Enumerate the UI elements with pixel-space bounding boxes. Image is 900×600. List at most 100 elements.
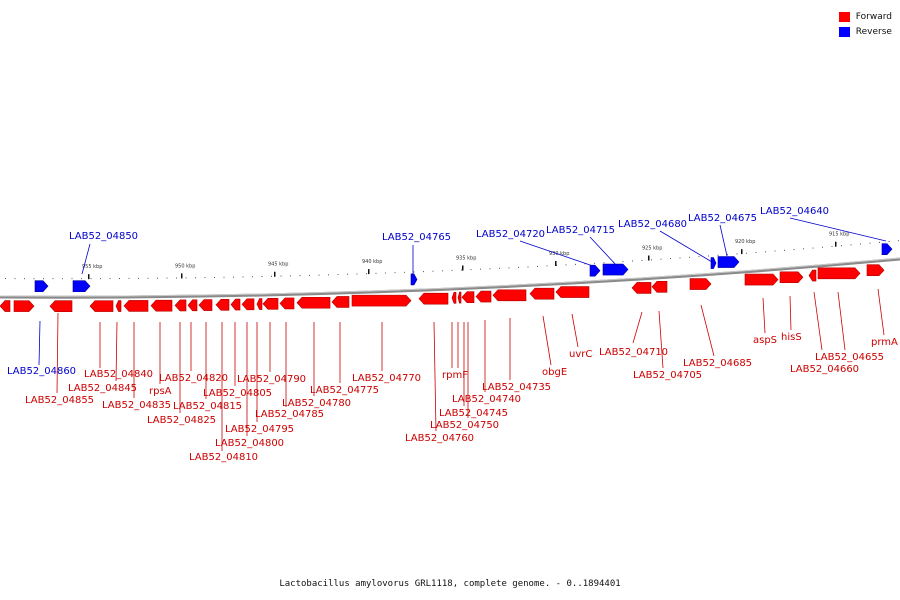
forward-gene-arrow[interactable] bbox=[475, 290, 492, 303]
forward-gene-arrow[interactable] bbox=[89, 300, 114, 312]
reverse-gene-arrow[interactable] bbox=[410, 273, 418, 286]
forward-gene-label[interactable]: aspS bbox=[753, 335, 777, 346]
forward-gene-label[interactable]: obgE bbox=[542, 367, 567, 378]
forward-gene-label[interactable]: LAB52_04780 bbox=[282, 398, 351, 409]
forward-gene-arrow[interactable] bbox=[631, 282, 652, 294]
forward-gene-arrow[interactable] bbox=[115, 300, 122, 312]
forward-gene-label[interactable]: hisS bbox=[781, 332, 802, 343]
reverse-gene-label[interactable]: LAB52_04850 bbox=[69, 231, 138, 242]
scale-dot bbox=[366, 273, 367, 275]
scale-dot bbox=[708, 255, 709, 257]
forward-gene-arrow[interactable] bbox=[744, 273, 779, 286]
forward-gene-label[interactable]: prmA bbox=[871, 337, 898, 348]
forward-gene-arrow[interactable] bbox=[241, 298, 255, 311]
forward-gene-arrow[interactable] bbox=[49, 300, 73, 313]
forward-gene-label[interactable]: LAB52_04840 bbox=[84, 369, 153, 380]
forward-gene-arrow[interactable] bbox=[123, 300, 149, 312]
forward-gene-label[interactable]: LAB52_04805 bbox=[203, 388, 272, 399]
scale-tick bbox=[181, 273, 183, 279]
forward-gene-arrow[interactable] bbox=[457, 291, 462, 304]
forward-gene-arrow[interactable] bbox=[198, 299, 213, 311]
forward-gene-arrow[interactable] bbox=[418, 292, 449, 305]
scale-dot bbox=[24, 278, 25, 280]
reverse-gene-label[interactable]: LAB52_04765 bbox=[382, 232, 451, 243]
forward-gene-arrow[interactable] bbox=[351, 294, 412, 307]
forward-gene-arrow[interactable] bbox=[779, 271, 804, 284]
forward-gene-label[interactable]: LAB52_04760 bbox=[405, 433, 474, 444]
forward-gene-arrow[interactable] bbox=[256, 298, 263, 310]
forward-gene-arrow[interactable] bbox=[689, 278, 712, 290]
forward-gene-arrow[interactable] bbox=[817, 267, 861, 280]
forward-gene-arrow[interactable] bbox=[150, 299, 173, 312]
forward-gene-label[interactable]: LAB52_04815 bbox=[173, 401, 242, 412]
scale-dot bbox=[489, 268, 491, 270]
scale-dot bbox=[271, 275, 272, 277]
forward-gene-arrow[interactable] bbox=[451, 292, 457, 304]
leader-line bbox=[115, 321, 118, 382]
forward-gene-label[interactable]: LAB52_04745 bbox=[439, 408, 508, 419]
forward-gene-label[interactable]: LAB52_04775 bbox=[310, 385, 379, 396]
forward-gene-label[interactable]: LAB52_04835 bbox=[102, 400, 171, 411]
forward-gene-label[interactable]: LAB52_04740 bbox=[452, 394, 521, 405]
reverse-gene-arrow[interactable] bbox=[602, 263, 629, 276]
forward-gene-label[interactable]: LAB52_04655 bbox=[815, 352, 884, 363]
scale-dot bbox=[109, 278, 111, 280]
scale-dot bbox=[328, 274, 329, 276]
scale-dot bbox=[860, 243, 861, 245]
forward-gene-label[interactable]: LAB52_04810 bbox=[189, 452, 258, 463]
forward-gene-label[interactable]: LAB52_04660 bbox=[790, 364, 859, 375]
forward-gene-arrow[interactable] bbox=[651, 280, 668, 293]
forward-gene-arrow[interactable] bbox=[866, 264, 885, 276]
reverse-gene-label[interactable]: LAB52_04640 bbox=[760, 206, 829, 217]
forward-gene-label[interactable]: LAB52_04785 bbox=[255, 409, 324, 420]
forward-gene-arrow[interactable] bbox=[215, 298, 230, 311]
forward-gene-label[interactable]: LAB52_04800 bbox=[215, 438, 284, 449]
reverse-gene-label[interactable]: LAB52_04860 bbox=[7, 366, 76, 377]
forward-gene-arrow[interactable] bbox=[0, 300, 11, 312]
forward-gene-label[interactable]: LAB52_04750 bbox=[430, 420, 499, 431]
forward-gene-label[interactable]: LAB52_04770 bbox=[352, 373, 421, 384]
reverse-gene-label[interactable]: LAB52_04715 bbox=[546, 225, 615, 236]
forward-gene-arrow[interactable] bbox=[296, 296, 331, 309]
forward-gene-label[interactable]: LAB52_04735 bbox=[482, 382, 551, 393]
scale-dot bbox=[90, 278, 92, 280]
reverse-gene-arrow[interactable] bbox=[881, 243, 893, 255]
forward-gene-label[interactable]: LAB52_04795 bbox=[225, 424, 294, 435]
forward-gene-label[interactable]: LAB52_04705 bbox=[633, 370, 702, 381]
forward-gene-label[interactable]: LAB52_04790 bbox=[237, 374, 306, 385]
forward-gene-label[interactable]: rpsA bbox=[149, 386, 172, 397]
reverse-gene-arrow[interactable] bbox=[589, 264, 601, 277]
forward-gene-label[interactable]: LAB52_04825 bbox=[147, 415, 216, 426]
forward-gene-label[interactable]: LAB52_04845 bbox=[68, 383, 137, 394]
scale-dot bbox=[841, 245, 842, 247]
forward-gene-label[interactable]: LAB52_04855 bbox=[25, 395, 94, 406]
forward-gene-arrow[interactable] bbox=[262, 298, 279, 310]
reverse-gene-label[interactable]: LAB52_04675 bbox=[688, 213, 757, 224]
forward-gene-arrow[interactable] bbox=[230, 298, 241, 311]
reverse-gene-arrow[interactable] bbox=[72, 280, 91, 292]
forward-gene-arrow[interactable] bbox=[187, 299, 198, 312]
forward-gene-arrow[interactable] bbox=[492, 289, 527, 302]
forward-gene-label[interactable]: LAB52_04710 bbox=[599, 347, 668, 358]
forward-gene-label[interactable]: uvrC bbox=[569, 349, 592, 360]
leader-line bbox=[571, 313, 579, 348]
reverse-gene-arrow[interactable] bbox=[710, 257, 717, 269]
forward-gene-label[interactable]: rpmF bbox=[442, 370, 468, 381]
forward-gene-label[interactable]: LAB52_04820 bbox=[159, 373, 228, 384]
forward-gene-arrow[interactable] bbox=[174, 299, 187, 312]
scale-dot bbox=[413, 271, 415, 273]
reverse-gene-arrow[interactable] bbox=[34, 280, 49, 292]
reverse-gene-label[interactable]: LAB52_04680 bbox=[618, 219, 687, 230]
reverse-gene-label[interactable]: LAB52_04720 bbox=[476, 229, 545, 240]
forward-gene-label[interactable]: LAB52_04685 bbox=[683, 358, 752, 369]
forward-gene-arrow[interactable] bbox=[331, 296, 350, 308]
forward-gene-arrow[interactable] bbox=[529, 287, 555, 300]
leader-line bbox=[519, 240, 594, 267]
forward-gene-arrow[interactable] bbox=[279, 297, 295, 310]
forward-gene-arrow[interactable] bbox=[555, 286, 590, 298]
forward-gene-arrow[interactable] bbox=[808, 269, 817, 282]
forward-gene-arrow[interactable] bbox=[13, 300, 35, 312]
scale-tick bbox=[741, 249, 743, 255]
forward-gene-arrow[interactable] bbox=[461, 291, 475, 304]
reverse-gene-arrow[interactable] bbox=[717, 256, 740, 268]
